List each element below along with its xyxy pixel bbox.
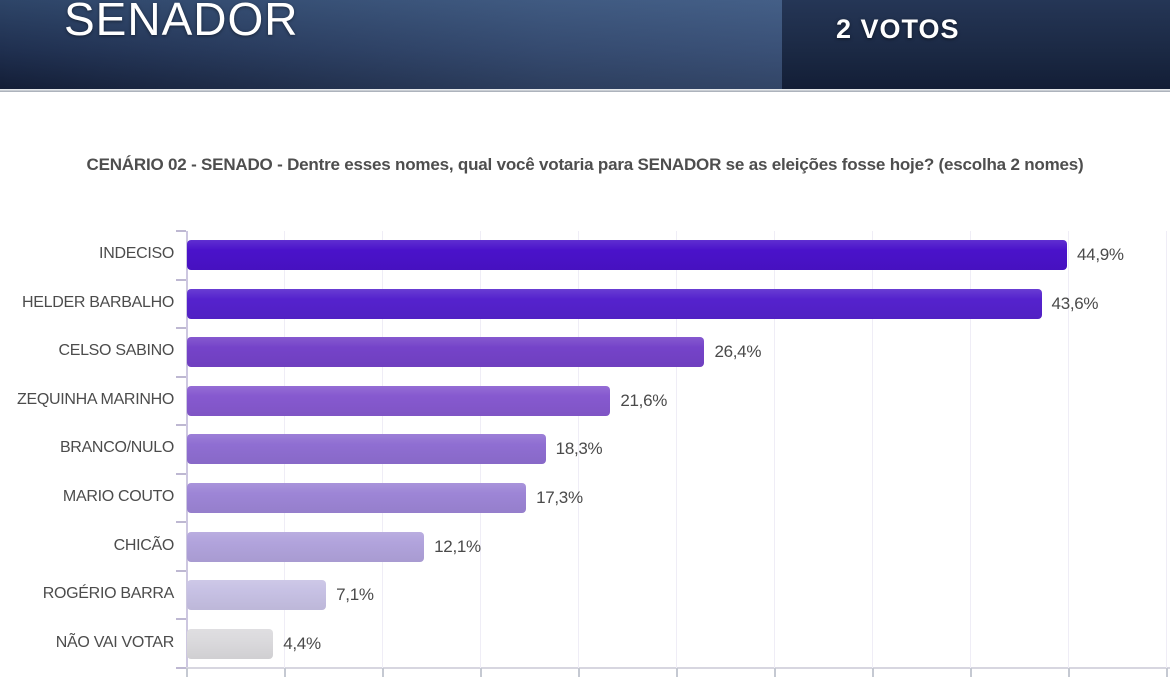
y-axis-tick bbox=[176, 327, 186, 330]
y-axis-tick bbox=[176, 667, 186, 669]
x-axis-tick bbox=[774, 668, 776, 677]
gridline bbox=[1166, 231, 1167, 668]
x-axis-tick bbox=[1068, 668, 1070, 677]
category-label: HELDER BARBALHO bbox=[22, 293, 174, 311]
x-axis-tick bbox=[872, 668, 874, 677]
bar-row: MARIO COUTO 17,3% bbox=[63, 474, 1166, 523]
value-label: 4,4% bbox=[283, 633, 321, 653]
y-axis-tick bbox=[176, 375, 186, 378]
bar-mario-couto bbox=[187, 483, 527, 514]
bar-helder-barbalho bbox=[187, 288, 1042, 319]
value-label: 12,1% bbox=[434, 536, 481, 556]
x-axis-tick bbox=[480, 668, 482, 677]
gridline bbox=[774, 231, 775, 668]
bar-row: NÃO VAI VOTAR 4,4% bbox=[56, 619, 1166, 668]
value-label: 44,9% bbox=[1077, 245, 1124, 265]
category-label: MARIO COUTO bbox=[62, 488, 174, 506]
value-label: 17,3% bbox=[536, 488, 583, 508]
x-axis-tick bbox=[284, 668, 286, 677]
x-axis-tick bbox=[578, 668, 580, 677]
gridline bbox=[676, 231, 677, 668]
bar-row: HELDER BARBALHO 43,6% bbox=[22, 280, 1166, 329]
bar-row: ROGÉRIO BARRA 7,1% bbox=[43, 571, 1166, 620]
gridline bbox=[578, 231, 579, 668]
bar-row: ZEQUINHA MARINHO 21,6% bbox=[17, 377, 1166, 426]
header-left-panel bbox=[0, 0, 782, 92]
y-axis-tick bbox=[176, 230, 186, 232]
votes-badge: 2 VOTOS bbox=[836, 14, 960, 44]
category-label: CELSO SABINO bbox=[58, 342, 174, 360]
page-title: SENADOR bbox=[64, 0, 299, 45]
bar-chic-o bbox=[187, 531, 425, 562]
y-axis-tick bbox=[176, 569, 186, 572]
value-label: 7,1% bbox=[336, 585, 374, 605]
y-axis-tick bbox=[176, 424, 186, 427]
bar-celso-sabino bbox=[187, 337, 705, 368]
category-label: BRANCO/NULO bbox=[59, 439, 174, 457]
value-label: 26,4% bbox=[714, 342, 762, 362]
category-label: INDECISO bbox=[99, 245, 174, 263]
value-label: 18,3% bbox=[555, 439, 603, 459]
y-axis-tick bbox=[176, 472, 186, 475]
bar-branco-nulo bbox=[187, 434, 546, 465]
bar-zequinha-marinho bbox=[187, 385, 611, 416]
category-label: ROGÉRIO BARRA bbox=[42, 585, 175, 603]
x-axis-tick bbox=[1166, 668, 1168, 677]
bar-row: BRANCO/NULO 18,3% bbox=[60, 425, 1166, 474]
bar-row: CHICÃO 12,1% bbox=[114, 522, 1166, 571]
bar-row: CELSO SABINO 26,4% bbox=[58, 328, 1166, 377]
category-label: CHICÃO bbox=[113, 536, 175, 554]
gridline bbox=[1068, 231, 1069, 668]
gridline bbox=[872, 231, 873, 668]
bar-n-o-vai-votar bbox=[187, 628, 274, 659]
chart-question-title: CENÁRIO 02 - SENADO - Dentre esses nomes… bbox=[86, 155, 1084, 174]
header-right-panel bbox=[782, 0, 1170, 92]
category-label: ZEQUINHA MARINHO bbox=[17, 390, 174, 408]
bar-indeciso bbox=[187, 240, 1068, 271]
x-axis-tick bbox=[186, 668, 188, 677]
value-label: 21,6% bbox=[620, 390, 668, 410]
x-axis-tick bbox=[970, 668, 972, 677]
bar-row: INDECISO 44,9% bbox=[99, 231, 1166, 280]
x-axis-line bbox=[176, 667, 1170, 669]
category-label: NÃO VAI VOTAR bbox=[55, 633, 175, 651]
y-axis-tick bbox=[176, 278, 186, 281]
header-divider bbox=[0, 89, 1170, 92]
y-axis-tick bbox=[176, 618, 186, 621]
header-banner: SENADOR 2 VOTOS bbox=[0, 0, 1170, 92]
x-axis-tick bbox=[382, 668, 384, 677]
bar-rog-rio-barra bbox=[187, 580, 327, 611]
y-axis-tick bbox=[176, 521, 186, 524]
gridline bbox=[970, 231, 971, 668]
plot-area: INDECISO 44,9% HELDER BARBALHO 43,6% CELSO S… bbox=[17, 230, 1170, 677]
value-label: 43,6% bbox=[1051, 293, 1099, 313]
x-axis-tick bbox=[676, 668, 678, 677]
